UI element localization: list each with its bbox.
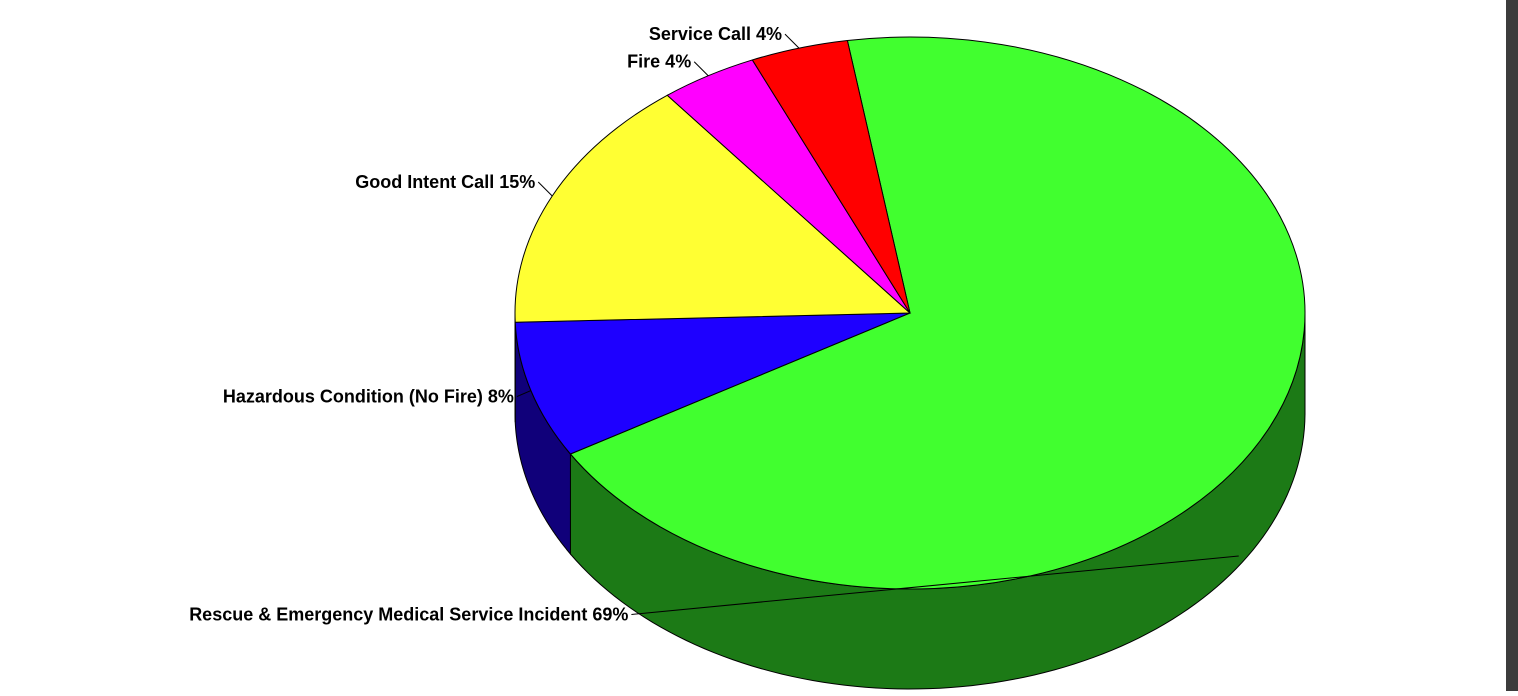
slice-label-hazardous-condition-no-fire: Hazardous Condition (No Fire) 8% bbox=[223, 387, 514, 407]
leader-line-fire bbox=[694, 62, 708, 76]
slice-label-rescue-and-emergency-medical-service-incident: Rescue & Emergency Medical Service Incid… bbox=[189, 604, 628, 624]
slice-label-fire: Fire 4% bbox=[627, 52, 691, 72]
vertical-scrollbar[interactable] bbox=[1506, 0, 1518, 691]
slice-label-good-intent-call: Good Intent Call 15% bbox=[355, 172, 535, 192]
leader-line-good-intent-call bbox=[538, 182, 552, 196]
leader-line-service-call bbox=[785, 34, 799, 48]
slice-label-service-call: Service Call 4% bbox=[649, 24, 782, 44]
pie-top-layer bbox=[515, 37, 1305, 589]
